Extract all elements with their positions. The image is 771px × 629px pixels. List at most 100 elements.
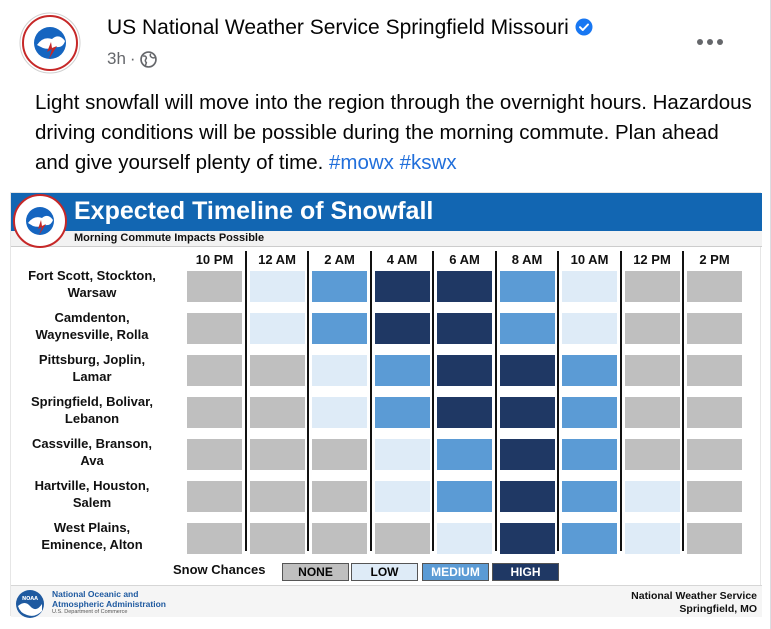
nws-avatar-logo[interactable] — [19, 12, 81, 74]
noaa-line1: National Oceanic and — [52, 589, 139, 599]
snow-chance-cell-low — [312, 355, 367, 386]
location-label: Fort Scott, Stockton, Warsaw — [15, 267, 169, 301]
hashtag-link[interactable]: #mowx — [329, 151, 394, 174]
snow-chance-cell-low — [374, 439, 430, 470]
location-line: Salem — [72, 495, 112, 510]
legend-label: Snow Chances — [173, 562, 266, 577]
location-line: Camdenton, — [54, 310, 130, 325]
time-header: 2 PM — [699, 252, 730, 267]
location-line: Cassville, Branson, — [32, 436, 152, 451]
snow-chance-cell-none — [312, 481, 367, 512]
snow-chance-cell-low — [374, 481, 430, 512]
snow-chance-cell-none — [687, 271, 742, 302]
location-label: West Plains, Eminence, Alton — [15, 519, 169, 553]
snow-chance-cell-none — [312, 523, 367, 554]
snow-chance-cell-none — [624, 355, 680, 386]
graphic-subtitle: Morning Commute Impacts Possible — [74, 232, 265, 244]
column-separator — [244, 251, 247, 551]
snow-chance-cell-none — [687, 523, 742, 554]
location-label: Springfield, Bolivar, Lebanon — [15, 393, 169, 427]
nws-line1: National Weather Service — [631, 590, 757, 602]
location-line: Waynesville, Rolla — [35, 327, 149, 342]
snow-chance-cell-low — [624, 481, 680, 512]
snow-chance-cell-none — [687, 313, 742, 344]
location-line: Lamar — [72, 369, 112, 384]
location-line: Springfield, Bolivar, — [30, 394, 154, 409]
graphic-subtitle-bar: Morning Commute Impacts Possible — [11, 231, 762, 247]
snow-chance-cell-low — [562, 313, 617, 344]
time-header: 8 AM — [511, 252, 543, 267]
snow-chance-cell-medium — [374, 397, 430, 428]
nws-logo — [13, 194, 67, 248]
snow-chance-cell-none — [249, 439, 305, 470]
snow-chance-cell-low — [312, 397, 367, 428]
snow-chance-cell-none — [687, 481, 742, 512]
legend-medium: MEDIUM — [422, 563, 489, 581]
column-separator — [682, 251, 684, 551]
snow-chance-cell-low — [562, 271, 617, 302]
more-dot — [697, 39, 703, 45]
snow-chance-cell-high — [499, 481, 555, 512]
snow-chance-cell-none — [249, 481, 305, 512]
more-options-button[interactable] — [694, 34, 726, 50]
svg-text:NOAA: NOAA — [22, 596, 38, 602]
post-time[interactable]: 3h — [107, 49, 126, 68]
column-separator — [432, 251, 434, 551]
snow-chance-cell-medium — [562, 439, 617, 470]
snow-chance-cell-none — [624, 313, 680, 344]
snow-chance-cell-medium — [562, 355, 617, 386]
page-name-text[interactable]: US National Weather Service Springfield … — [107, 16, 569, 39]
hashtag-link[interactable]: #kswx — [399, 151, 457, 174]
snow-chance-cell-none — [187, 523, 242, 554]
snow-chance-cell-high — [437, 355, 492, 386]
snowfall-timeline-graphic[interactable]: Expected Timeline of Snowfall Morning Co… — [10, 192, 762, 618]
snow-chance-cell-medium — [499, 313, 555, 344]
snow-chance-cell-medium — [562, 481, 617, 512]
snow-chance-cell-high — [437, 397, 492, 428]
location-label: Hartville, Houston, Salem — [15, 477, 169, 511]
snow-chance-cell-none — [187, 439, 242, 470]
location-line: Ava — [80, 453, 104, 468]
snow-chance-cell-none — [624, 397, 680, 428]
location-line: Fort Scott, Stockton, — [28, 268, 156, 283]
snow-chance-cell-high — [437, 313, 492, 344]
globe-icon[interactable] — [139, 50, 157, 68]
snow-chance-cell-none — [624, 271, 680, 302]
verified-badge-icon — [575, 18, 593, 36]
noaa-name: National Oceanic and Atmospheric Adminis… — [52, 589, 166, 609]
meta-dot: · — [129, 49, 136, 68]
column-separator — [557, 251, 559, 551]
snow-chance-cell-none — [187, 313, 242, 344]
post-text: Light snowfall will move into the region… — [35, 88, 755, 178]
legend-high: HIGH — [492, 563, 559, 581]
location-line: Hartville, Houston, — [34, 478, 150, 493]
snow-chance-cell-none — [687, 439, 742, 470]
column-separator — [369, 251, 372, 551]
snow-chance-cell-high — [499, 439, 555, 470]
page-name[interactable]: US National Weather Service Springfield … — [107, 16, 593, 40]
snow-chance-cell-high — [499, 523, 555, 554]
more-dot — [717, 39, 723, 45]
snow-chance-cell-none — [687, 397, 742, 428]
snow-chance-cell-high — [437, 271, 492, 302]
snow-chance-cell-none — [624, 439, 680, 470]
noaa-department: U.S. Department of Commerce — [52, 609, 128, 615]
snow-chance-cell-medium — [499, 271, 555, 302]
snow-chance-cell-medium — [312, 271, 367, 302]
location-line: Warsaw — [67, 285, 117, 300]
post-meta: 3h · — [107, 49, 157, 69]
snow-chance-cell-none — [187, 397, 242, 428]
location-line: Pittsburg, Joplin, — [38, 352, 146, 367]
time-header: 4 AM — [386, 252, 418, 267]
snow-chance-cell-medium — [374, 355, 430, 386]
legend-low: LOW — [351, 563, 418, 581]
location-label: Pittsburg, Joplin, Lamar — [15, 351, 169, 385]
snow-chance-cell-none — [187, 355, 242, 386]
snow-chance-cell-none — [687, 355, 742, 386]
snow-chance-cell-none — [249, 523, 305, 554]
nws-line2: Springfield, MO — [679, 603, 757, 615]
graphic-title: Expected Timeline of Snowfall — [74, 197, 434, 225]
snow-chance-cell-none — [249, 397, 305, 428]
snow-chance-cell-high — [374, 271, 430, 302]
column-separator — [307, 251, 309, 551]
